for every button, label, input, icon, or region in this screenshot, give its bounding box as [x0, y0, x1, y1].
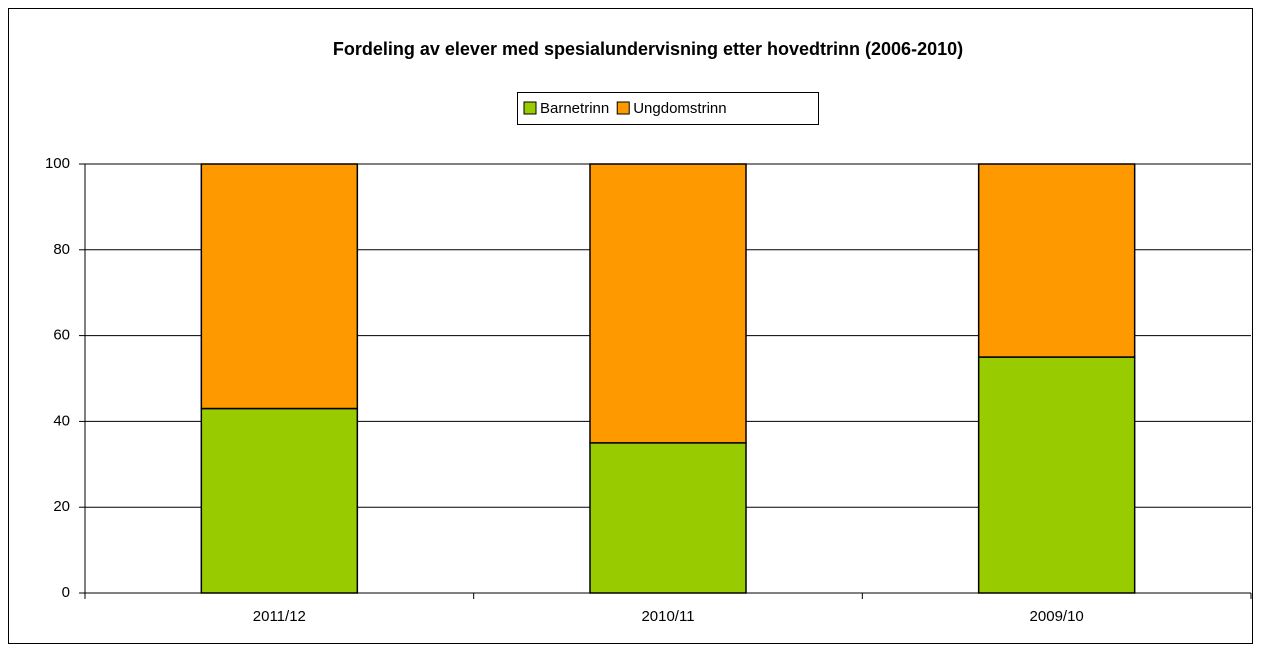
y-tick-label: 40: [53, 412, 70, 429]
legend-swatch: [616, 101, 630, 115]
bar-segment: [977, 356, 1136, 594]
x-tick-label: 2011/12: [253, 608, 306, 625]
legend-box: [517, 92, 819, 125]
bar-segment: [589, 442, 747, 594]
y-tick-label: 20: [53, 498, 70, 515]
y-tick-label: 100: [45, 155, 70, 172]
bar-segment: [977, 163, 1136, 358]
y-tick-label: 0: [62, 584, 70, 601]
chart-title: Fordeling av elever med spesialundervisn…: [333, 39, 963, 59]
legend-label: Barnetrinn: [540, 100, 609, 117]
legend-label: Ungdomstrinn: [633, 100, 726, 117]
x-tick-label: 2010/11: [641, 608, 694, 625]
x-tick-label: 2009/10: [1030, 608, 1084, 625]
bar-segment: [200, 163, 359, 410]
bar-segment: [200, 407, 359, 594]
y-tick-label: 80: [53, 241, 70, 258]
y-tick-label: 60: [53, 327, 70, 344]
bar-segment: [589, 163, 747, 444]
legend-swatch: [523, 101, 537, 115]
